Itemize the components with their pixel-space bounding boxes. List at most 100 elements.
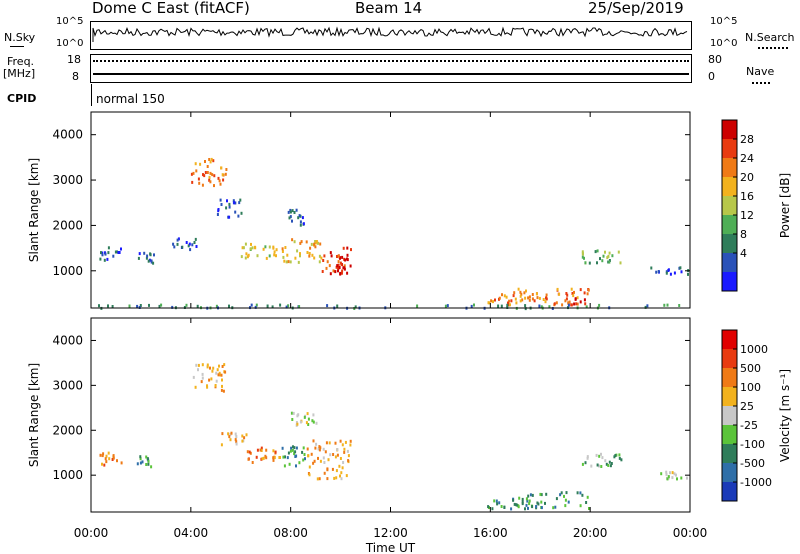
velocity-ytick-label: 1000	[52, 468, 83, 482]
power-cell	[193, 241, 196, 244]
power-cell	[594, 250, 597, 254]
velocity-cell	[304, 457, 306, 461]
power-patch	[216, 198, 243, 219]
power-cell	[265, 256, 268, 260]
velocity-cell	[209, 366, 211, 370]
velocity-cell	[216, 368, 219, 372]
velocity-cell	[197, 368, 199, 372]
velocity-cell	[317, 447, 320, 451]
velocity-patch	[581, 452, 623, 468]
power-cell	[319, 242, 322, 246]
power-cell	[213, 174, 216, 178]
velocity-cell	[495, 499, 498, 503]
velocity-cell	[245, 433, 248, 437]
power-cell	[299, 254, 301, 258]
power-cell	[120, 247, 122, 251]
velocity-cell	[515, 503, 518, 507]
power-cell	[585, 305, 588, 309]
velocity-cell	[295, 446, 298, 450]
power-cell	[556, 287, 559, 291]
power-cell	[242, 246, 245, 250]
velocity-cell	[339, 474, 341, 478]
velocity-cell	[312, 461, 315, 465]
velocity-cell	[220, 443, 223, 447]
velocity-cell	[215, 371, 218, 375]
date-title: 25/Sep/2019	[588, 0, 684, 17]
velocity-cell	[586, 456, 589, 460]
velocity-cell	[136, 462, 139, 466]
velocity-cell	[145, 463, 148, 466]
velocity-cell	[318, 448, 321, 452]
power-cell	[665, 271, 668, 275]
power-cell	[285, 260, 288, 264]
power-cell	[225, 206, 228, 210]
power-cell	[515, 301, 518, 305]
power-cell	[497, 304, 500, 308]
velocity-xtick-label: 04:00	[174, 526, 209, 540]
power-cell	[337, 263, 340, 267]
power-cell	[300, 240, 303, 244]
power-cell	[268, 254, 271, 258]
velocity-colorbar-label: -25	[740, 419, 758, 432]
power-cell	[524, 304, 527, 308]
power-cell	[291, 238, 294, 242]
velocity-cell	[333, 476, 336, 480]
velocity-cell	[346, 449, 349, 453]
power-cell	[571, 292, 574, 295]
velocity-cell	[228, 435, 231, 439]
velocity-colorbar-segment	[722, 349, 737, 368]
velocity-cell	[293, 452, 296, 456]
power-cell	[246, 255, 249, 259]
velocity-cell	[99, 453, 102, 457]
nave-tick-bottom: 0	[708, 70, 715, 83]
velocity-cell	[552, 506, 555, 510]
velocity-cell	[139, 455, 142, 459]
power-cell	[98, 304, 100, 308]
power-colorbar: 28 24 20 16 12 8 4 Power [dB]	[721, 119, 792, 292]
power-cell	[145, 256, 148, 260]
velocity-cell	[289, 449, 292, 453]
power-cell	[314, 245, 317, 249]
power-cell	[315, 240, 318, 243]
velocity-cell	[308, 465, 311, 469]
power-cell	[146, 254, 149, 258]
velocity-cell	[105, 454, 108, 458]
velocity-cell	[600, 465, 603, 468]
velocity-cell	[686, 476, 688, 480]
velocity-cell	[251, 461, 254, 464]
power-cell	[503, 294, 506, 298]
power-cell	[619, 261, 622, 265]
velocity-cell	[601, 456, 604, 460]
power-cell	[251, 246, 254, 250]
velocity-cell	[103, 463, 106, 467]
velocity-cell	[303, 453, 306, 456]
velocity-cell	[339, 457, 342, 460]
velocity-patch	[220, 431, 248, 447]
velocity-cell	[112, 456, 115, 460]
velocity-xtick-label: 20:00	[573, 526, 608, 540]
power-cell	[241, 246, 244, 250]
velocity-cell	[229, 438, 232, 442]
power-colorbar-label: 16	[740, 190, 754, 203]
power-cell	[216, 213, 219, 216]
power-cell	[195, 245, 198, 248]
power-cell	[339, 272, 342, 276]
power-cell	[217, 176, 220, 180]
velocity-cell	[234, 432, 237, 436]
power-cell	[329, 251, 332, 255]
power-cell	[528, 295, 531, 299]
power-cell	[596, 261, 598, 265]
power-cell	[611, 254, 614, 258]
power-cell	[317, 241, 319, 245]
power-cell	[202, 173, 204, 177]
power-cell	[275, 248, 278, 252]
power-colorbar-label: 8	[740, 228, 747, 241]
velocity-cell	[312, 439, 315, 443]
velocity-cell	[605, 462, 608, 466]
power-cell	[173, 245, 176, 249]
power-cell	[150, 260, 153, 264]
velocity-cell	[192, 375, 195, 379]
velocity-cell	[107, 451, 110, 455]
power-cell	[519, 294, 522, 298]
velocity-cell	[336, 453, 339, 457]
